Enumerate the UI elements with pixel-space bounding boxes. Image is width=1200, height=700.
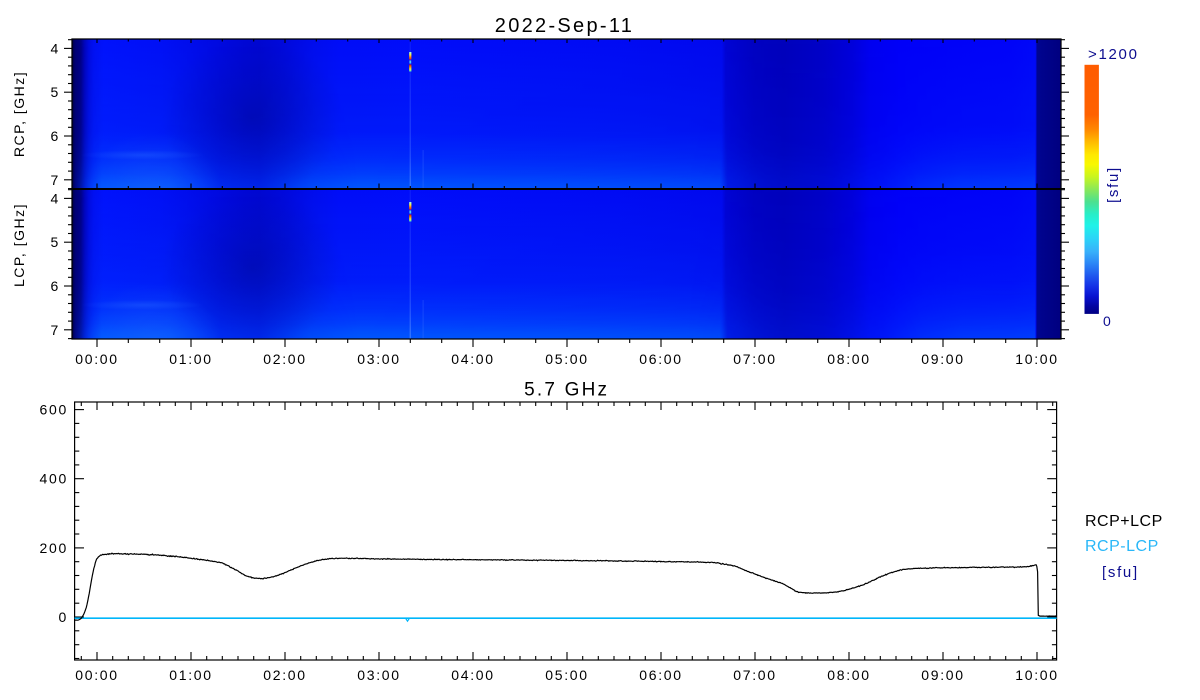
- svg-text:RCP+LCP: RCP+LCP: [1085, 513, 1163, 530]
- svg-text:5: 5: [51, 84, 61, 100]
- svg-text:03:00: 03:00: [357, 351, 401, 367]
- svg-text:04:00: 04:00: [451, 351, 495, 367]
- svg-text:6: 6: [51, 278, 61, 294]
- svg-text:01:00: 01:00: [169, 667, 213, 683]
- svg-text:09:00: 09:00: [921, 667, 965, 683]
- svg-text:02:00: 02:00: [263, 351, 307, 367]
- svg-text:5.7 GHz: 5.7 GHz: [524, 380, 609, 401]
- svg-text:LCP, [GHz]: LCP, [GHz]: [11, 203, 27, 287]
- svg-text:02:00: 02:00: [263, 667, 307, 683]
- svg-text:RCP, [GHz]: RCP, [GHz]: [11, 71, 27, 157]
- svg-text:400: 400: [40, 471, 68, 487]
- svg-text:0: 0: [59, 609, 69, 625]
- svg-text:00:00: 00:00: [75, 667, 119, 683]
- svg-text:08:00: 08:00: [827, 351, 871, 367]
- svg-text:06:00: 06:00: [639, 351, 683, 367]
- svg-text:7: 7: [51, 322, 61, 338]
- svg-text:4: 4: [51, 190, 61, 206]
- svg-text:0: 0: [1103, 313, 1113, 329]
- svg-text:10:00: 10:00: [1015, 667, 1059, 683]
- svg-text:>1200: >1200: [1088, 46, 1139, 63]
- svg-text:07:00: 07:00: [733, 667, 777, 683]
- svg-text:09:00: 09:00: [921, 351, 965, 367]
- svg-text:RCP-LCP: RCP-LCP: [1085, 538, 1159, 555]
- svg-text:600: 600: [40, 402, 68, 418]
- svg-text:06:00: 06:00: [639, 667, 683, 683]
- svg-text:00:00: 00:00: [75, 351, 119, 367]
- svg-text:10:00: 10:00: [1015, 351, 1059, 367]
- svg-text:03:00: 03:00: [357, 667, 401, 683]
- svg-text:05:00: 05:00: [545, 667, 589, 683]
- svg-text:[sfu]: [sfu]: [1105, 166, 1122, 203]
- svg-text:08:00: 08:00: [827, 667, 871, 683]
- svg-text:2022-Sep-11: 2022-Sep-11: [495, 15, 634, 37]
- svg-text:07:00: 07:00: [733, 351, 777, 367]
- svg-text:05:00: 05:00: [545, 351, 589, 367]
- svg-text:6: 6: [51, 128, 61, 144]
- svg-text:4: 4: [51, 40, 61, 56]
- svg-text:01:00: 01:00: [169, 351, 213, 367]
- svg-text:7: 7: [51, 172, 61, 188]
- svg-text:5: 5: [51, 234, 61, 250]
- svg-text:200: 200: [40, 540, 68, 556]
- svg-text:04:00: 04:00: [451, 667, 495, 683]
- svg-text:[sfu]: [sfu]: [1102, 564, 1139, 581]
